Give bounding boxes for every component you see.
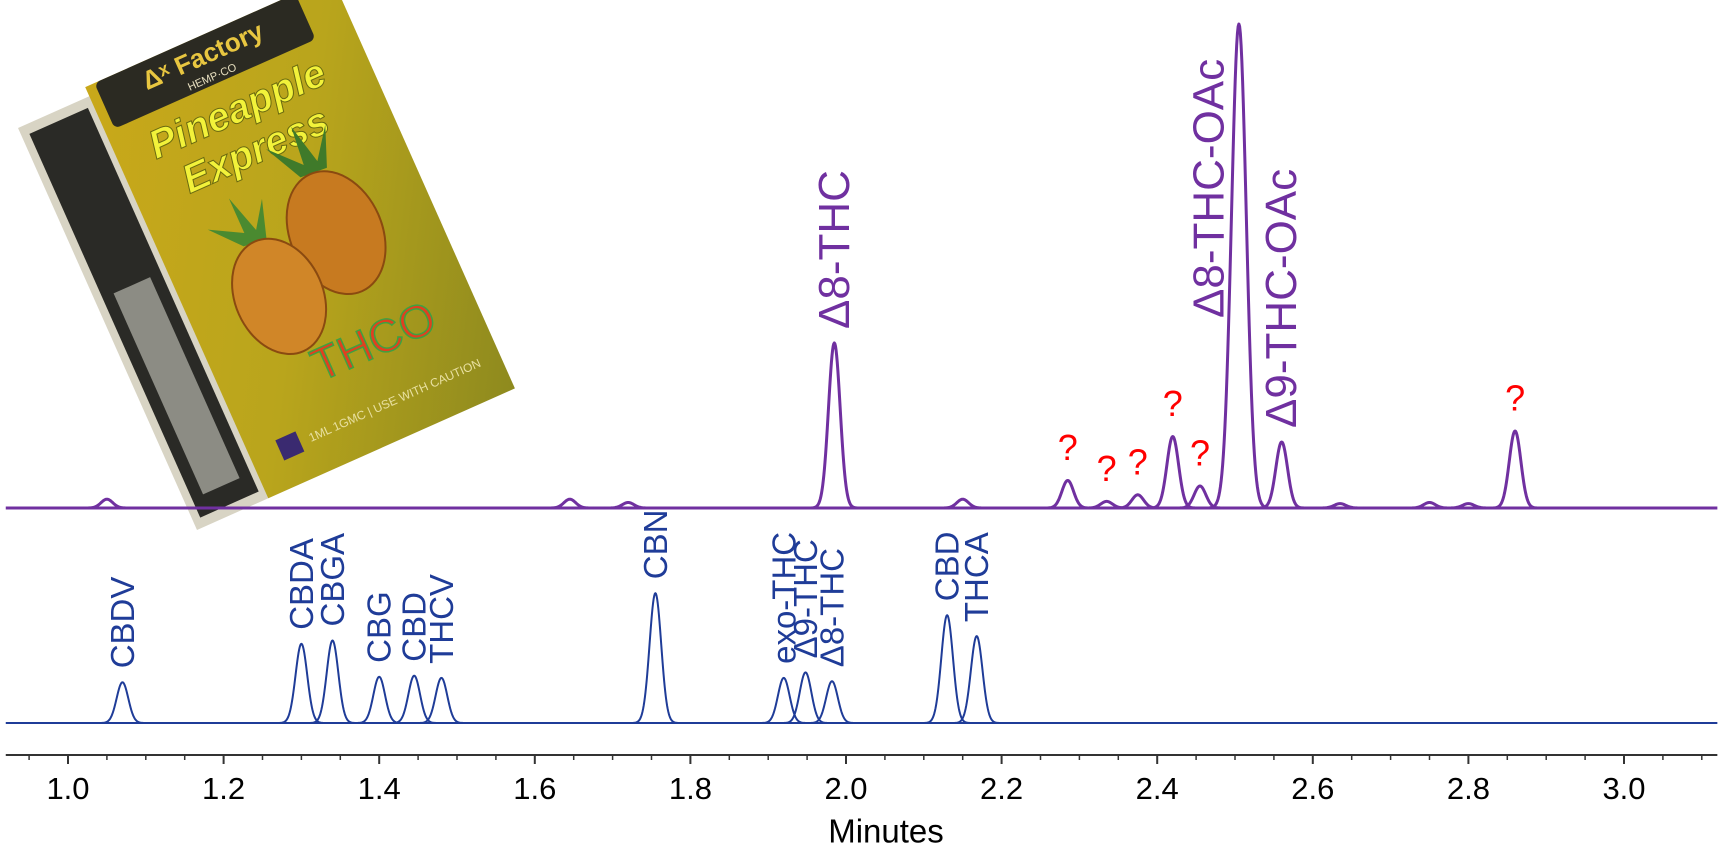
peak	[952, 635, 1001, 724]
peak	[390, 674, 438, 724]
peak	[277, 642, 326, 724]
x-tick-label: 1.0	[46, 771, 89, 806]
logo-icon	[275, 431, 305, 461]
peak	[631, 592, 680, 724]
peak	[1175, 484, 1225, 510]
product-photo: Δˣ Factory HEMP·CO Pineapple Express THC…	[18, 0, 515, 530]
peak	[417, 676, 466, 724]
peak-label: exo-THC	[765, 532, 802, 664]
x-tick-label: 1.6	[513, 771, 556, 806]
x-tick-label: 2.0	[824, 771, 867, 806]
peak	[1405, 501, 1454, 510]
peak	[1257, 440, 1306, 510]
peak-label: Δ8-THC	[810, 170, 859, 329]
peak-label: ?	[1058, 427, 1078, 468]
peak-label: ?	[1163, 383, 1183, 424]
cartridge-window	[113, 277, 240, 495]
x-axis-title: Minutes	[828, 813, 944, 850]
peak-label: CBGA	[314, 533, 351, 627]
brand-banner	[96, 0, 314, 127]
peak	[308, 639, 357, 724]
peak-label: Δ8-THC-OAc	[1184, 59, 1233, 318]
peak	[808, 680, 856, 724]
x-tick-label: 1.8	[669, 771, 712, 806]
peak	[1444, 502, 1493, 510]
peak	[98, 681, 147, 724]
peak	[1043, 479, 1092, 510]
peak	[760, 676, 808, 724]
peak-label: CBD	[929, 532, 966, 602]
peak	[810, 341, 859, 510]
x-tick-label: 1.2	[202, 771, 245, 806]
peak	[355, 675, 403, 724]
peak-label: CBDA	[283, 538, 320, 630]
peak	[938, 497, 987, 510]
peak-label: Δ9-THC-OAc	[1257, 169, 1306, 428]
peak	[781, 671, 830, 724]
peak-label: ?	[1097, 448, 1117, 489]
pineapples	[207, 124, 387, 356]
peak-label: THCV	[423, 574, 460, 664]
peak	[1490, 429, 1540, 510]
x-tick-label: 2.6	[1291, 771, 1334, 806]
peak-label: THCA	[958, 532, 995, 622]
x-tick-label: 2.4	[1136, 771, 1179, 806]
peak-label: CBN	[637, 510, 674, 580]
peak	[603, 501, 653, 510]
peak	[82, 497, 132, 510]
peak-label: ?	[1190, 433, 1210, 474]
peak-label: Δ8-THC	[813, 548, 850, 667]
x-tick-label: 3.0	[1602, 771, 1645, 806]
peak-label: CBD	[396, 592, 433, 662]
peak	[1315, 502, 1365, 510]
peak	[545, 497, 595, 510]
peak-label: ?	[1505, 378, 1525, 419]
x-tick-label: 2.2	[980, 771, 1023, 806]
peak-label: ?	[1128, 441, 1148, 482]
peak-label: CBG	[361, 591, 398, 663]
peak	[923, 614, 971, 724]
x-tick-label: 2.8	[1447, 771, 1490, 806]
peak	[1208, 22, 1270, 510]
peak-label: Δ9-THC	[787, 539, 824, 658]
x-tick-label: 1.4	[358, 771, 401, 806]
peak-label: CBDV	[104, 577, 141, 669]
